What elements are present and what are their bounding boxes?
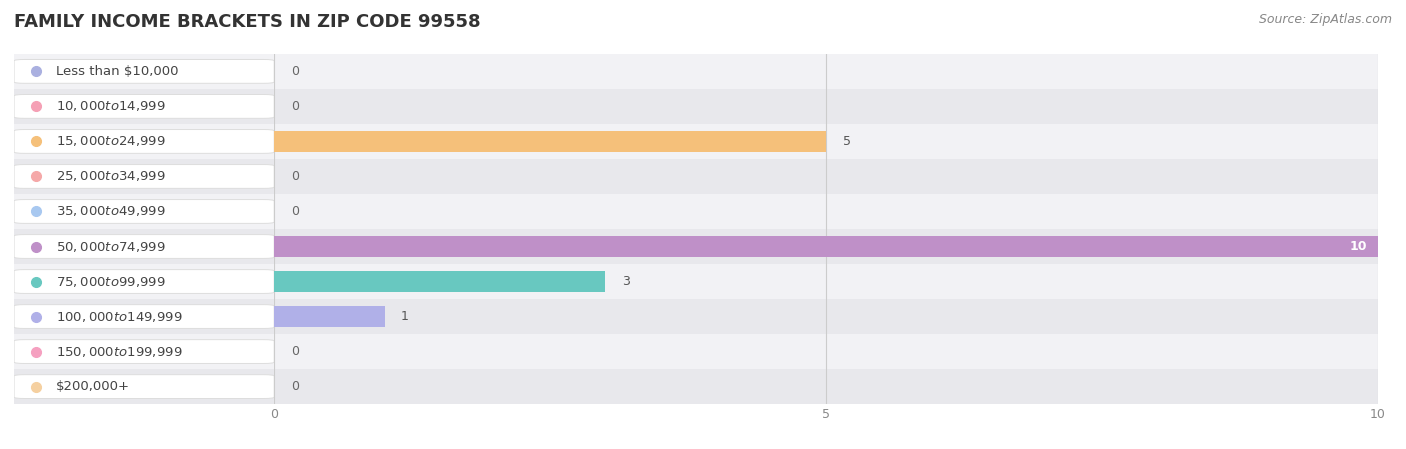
Text: 0: 0 bbox=[291, 100, 298, 113]
FancyBboxPatch shape bbox=[14, 59, 274, 84]
FancyBboxPatch shape bbox=[14, 334, 274, 369]
Text: 0: 0 bbox=[291, 205, 298, 218]
Bar bbox=[274, 299, 1378, 334]
Bar bbox=[274, 229, 1378, 264]
Text: FAMILY INCOME BRACKETS IN ZIP CODE 99558: FAMILY INCOME BRACKETS IN ZIP CODE 99558 bbox=[14, 13, 481, 31]
Bar bbox=[274, 194, 1378, 229]
Bar bbox=[274, 334, 1378, 369]
Text: 3: 3 bbox=[621, 275, 630, 288]
FancyBboxPatch shape bbox=[14, 164, 274, 189]
Text: $10,000 to $14,999: $10,000 to $14,999 bbox=[56, 99, 166, 114]
Bar bbox=[274, 89, 1378, 124]
Text: $200,000+: $200,000+ bbox=[56, 380, 129, 393]
Text: Source: ZipAtlas.com: Source: ZipAtlas.com bbox=[1258, 13, 1392, 26]
Bar bbox=[274, 159, 1378, 194]
FancyBboxPatch shape bbox=[14, 234, 274, 259]
Text: 0: 0 bbox=[291, 170, 298, 183]
FancyBboxPatch shape bbox=[14, 369, 274, 404]
Text: $50,000 to $74,999: $50,000 to $74,999 bbox=[56, 239, 166, 254]
Bar bbox=[274, 124, 1378, 159]
FancyBboxPatch shape bbox=[14, 89, 274, 124]
FancyBboxPatch shape bbox=[14, 374, 274, 399]
Bar bbox=[274, 264, 1378, 299]
FancyBboxPatch shape bbox=[14, 159, 274, 194]
FancyBboxPatch shape bbox=[14, 229, 274, 264]
FancyBboxPatch shape bbox=[14, 269, 274, 294]
Bar bbox=[274, 271, 605, 292]
Text: $75,000 to $99,999: $75,000 to $99,999 bbox=[56, 274, 166, 289]
Text: $150,000 to $199,999: $150,000 to $199,999 bbox=[56, 344, 183, 359]
Text: 0: 0 bbox=[291, 345, 298, 358]
Text: $100,000 to $149,999: $100,000 to $149,999 bbox=[56, 309, 183, 324]
FancyBboxPatch shape bbox=[14, 304, 274, 329]
Bar bbox=[274, 54, 1378, 89]
Bar bbox=[274, 369, 1378, 404]
Bar bbox=[274, 236, 1378, 257]
Text: $25,000 to $34,999: $25,000 to $34,999 bbox=[56, 169, 166, 184]
Bar bbox=[274, 131, 825, 152]
FancyBboxPatch shape bbox=[14, 339, 274, 364]
FancyBboxPatch shape bbox=[14, 94, 274, 119]
Text: 0: 0 bbox=[291, 380, 298, 393]
Text: $35,000 to $49,999: $35,000 to $49,999 bbox=[56, 204, 166, 219]
FancyBboxPatch shape bbox=[14, 299, 274, 334]
FancyBboxPatch shape bbox=[14, 199, 274, 224]
FancyBboxPatch shape bbox=[14, 54, 274, 89]
FancyBboxPatch shape bbox=[14, 124, 274, 159]
FancyBboxPatch shape bbox=[14, 194, 274, 229]
Text: 1: 1 bbox=[401, 310, 409, 323]
Text: $15,000 to $24,999: $15,000 to $24,999 bbox=[56, 134, 166, 149]
Text: 0: 0 bbox=[291, 65, 298, 78]
Bar bbox=[274, 306, 385, 327]
Text: Less than $10,000: Less than $10,000 bbox=[56, 65, 179, 78]
Text: 5: 5 bbox=[842, 135, 851, 148]
FancyBboxPatch shape bbox=[14, 129, 274, 154]
Text: 10: 10 bbox=[1350, 240, 1367, 253]
FancyBboxPatch shape bbox=[14, 264, 274, 299]
